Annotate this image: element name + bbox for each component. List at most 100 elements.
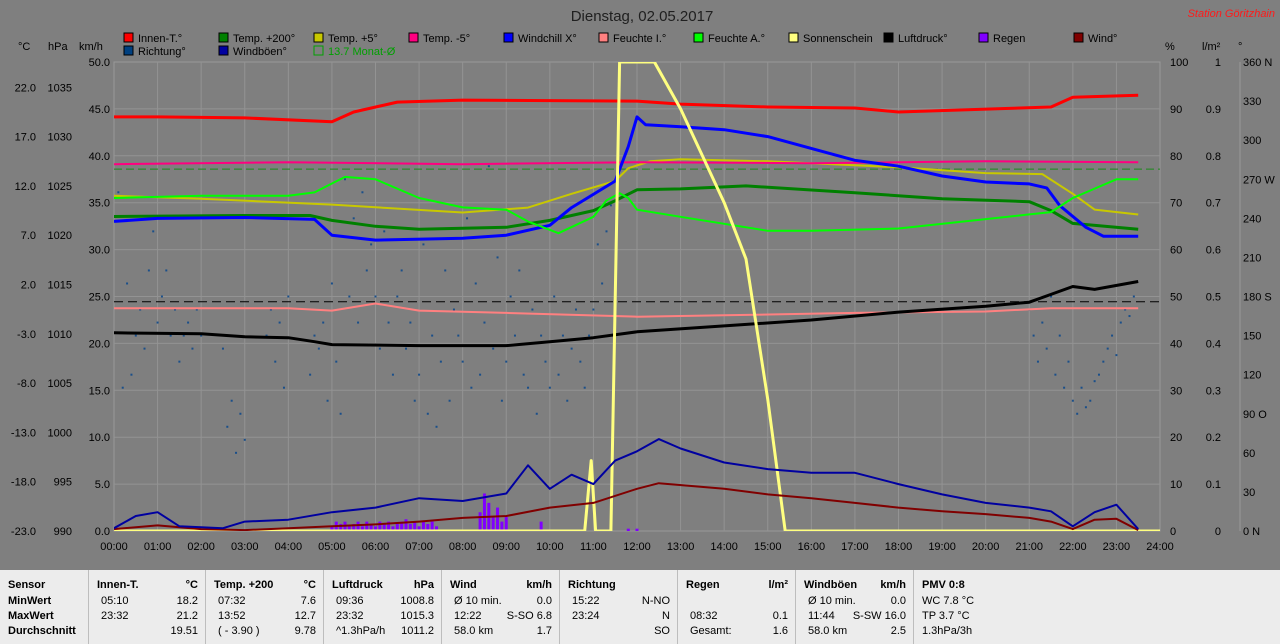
direction-point [1080, 386, 1083, 389]
direction-point [361, 191, 364, 194]
direction-point [1050, 295, 1053, 298]
direction-point [605, 230, 608, 233]
legend-label: Sonnenschein [803, 33, 873, 45]
direction-point [566, 399, 569, 402]
rain-bar [417, 526, 421, 531]
y-temp-tick-label: 2.0 [21, 280, 36, 292]
legend-label: Richtung° [138, 46, 186, 58]
y-rain-tick-label: 0.8 [1206, 151, 1221, 163]
station-name: Station Göritzhain [1188, 8, 1275, 20]
table-column: Richtung 15:22 N-NO 23:24 N SO [559, 570, 678, 644]
legend-swatch [693, 32, 704, 43]
direction-point [374, 295, 377, 298]
legend-label: Windböen° [233, 46, 287, 58]
y-speed-tick-label: 45.0 [89, 104, 110, 116]
table-cell-value: S-SO 6.8 [506, 610, 552, 622]
table-cell-value: 19.51 [170, 625, 198, 637]
legend-item: Richtung° [123, 45, 186, 58]
x-tick-label: 11:00 [580, 541, 607, 553]
direction-point [1041, 321, 1044, 324]
y-speed-tick-label: 30.0 [89, 245, 110, 257]
x-tick-label: 07:00 [405, 541, 433, 553]
x-tick-label: 22:00 [1059, 541, 1087, 553]
series-line-feuchte_a [114, 175, 1139, 235]
y-pressure-tick-label: 1030 [48, 132, 72, 144]
table-cell-time: 11:44 [808, 610, 835, 622]
direction-point [596, 243, 599, 246]
y-percent-tick-label: 40 [1170, 338, 1182, 350]
y-speed-tick-label: 40.0 [89, 151, 110, 163]
y-direction-tick-label: 60 [1243, 448, 1255, 460]
table-row-label: Durchschnitt [8, 625, 76, 637]
table-cell-time: Ø 10 min. [808, 595, 856, 607]
rain-bar [404, 519, 408, 531]
gridlines [114, 62, 1160, 531]
table-cell-time: Gesamt: [690, 625, 732, 637]
y-pressure-tick-label: 990 [54, 526, 72, 538]
table-column: Temp. +200 °C 07:32 7.6 13:52 12.7 ( - 3.90 ) 9… [205, 570, 324, 644]
table-cell-time: ^1.3hPa/h [336, 625, 386, 637]
direction-point [405, 347, 408, 350]
legend-swatch [503, 32, 514, 43]
unit-pressure: hPa [48, 41, 68, 53]
direction-point [165, 269, 168, 272]
table-header: Luftdruck [332, 579, 383, 591]
direction-point [1106, 347, 1109, 350]
direction-point [492, 347, 495, 350]
direction-point [1058, 334, 1061, 337]
direction-point [1102, 360, 1105, 363]
y-rain-tick-label: 0.9 [1206, 104, 1221, 116]
rain-bar [430, 521, 434, 531]
y-speed-tick-label: 15.0 [89, 385, 110, 397]
y-rain-tick-label: 0.2 [1206, 432, 1221, 444]
table-cell-time: 13:52 [218, 610, 246, 622]
direction-point [343, 178, 346, 181]
y-pressure-tick-label: 1020 [48, 230, 72, 242]
legend-item: Feuchte I.° [598, 32, 666, 45]
direction-point [527, 386, 530, 389]
direction-point [570, 347, 573, 350]
legend-item: Regen [978, 32, 1025, 45]
direction-point [117, 191, 120, 194]
y-speed-tick-label: 20.0 [89, 338, 110, 350]
rain-bar [374, 526, 377, 531]
table-header: Sensor [8, 579, 46, 591]
direction-point [1115, 354, 1118, 357]
direction-point [513, 334, 516, 337]
table-cell-time: Ø 10 min. [454, 595, 502, 607]
rain-bar [504, 516, 508, 531]
table-column: Luftdruck hPa 09:36 1008.8 23:32 1015.3 ^1.3hP… [323, 570, 442, 644]
direction-point [178, 360, 181, 363]
y-direction-tick-label: 270 W [1243, 174, 1275, 186]
direction-point [134, 334, 137, 337]
y-rain-tick-label: 0.6 [1206, 245, 1221, 257]
table-column: Innen-T. °C 05:10 18.2 23:32 21.2 19.51 [88, 570, 206, 644]
y-speed-tick-label: 10.0 [89, 432, 110, 444]
series-line-temp200 [114, 184, 1139, 231]
legend-item: Temp. +5° [313, 32, 378, 45]
table-cell-value: 9.78 [294, 625, 316, 637]
direction-point [448, 399, 451, 402]
direction-point [352, 217, 355, 220]
direction-point [235, 451, 238, 454]
direction-point [553, 295, 556, 298]
y-percent-tick-label: 20 [1170, 432, 1182, 444]
direction-point [1054, 373, 1057, 376]
table-column: Regen l/m² 08:32 0.1 Gesamt: 1.6 [677, 570, 796, 644]
legend-item: Luftdruck° [883, 32, 948, 45]
legend-label: Temp. +5° [328, 33, 378, 45]
direction-point [139, 308, 142, 311]
legend-item: Innen-T.° [123, 32, 182, 45]
table-cell-time: 58.0 km [808, 625, 848, 637]
legend-swatch [788, 32, 799, 43]
y-rain-tick-label: 0.1 [1206, 479, 1221, 491]
unit-rain: l/m² [1202, 41, 1221, 53]
y-temp-tick-label: 7.0 [21, 230, 36, 242]
table-unit: °C [185, 579, 198, 591]
unit-percent: % [1165, 41, 1175, 53]
direction-point [322, 321, 325, 324]
y-temp-tick-label: -18.0 [11, 477, 36, 489]
direction-point [391, 373, 394, 376]
y-temp-tick-label: -23.0 [11, 526, 36, 538]
table-cell-value: 1008.8 [400, 595, 434, 607]
